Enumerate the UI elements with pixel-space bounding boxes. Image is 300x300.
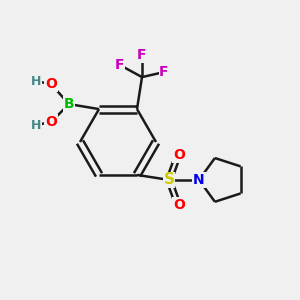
Text: S: S [164,172,175,188]
Text: H: H [31,118,41,132]
Text: O: O [45,115,57,129]
Text: B: B [64,97,74,111]
Text: O: O [173,148,185,162]
Text: F: F [115,58,125,72]
Text: F: F [159,65,169,79]
Text: O: O [173,198,185,212]
Text: H: H [31,75,41,88]
Text: O: O [45,77,57,91]
Text: F: F [137,48,147,62]
Text: N: N [193,173,205,187]
